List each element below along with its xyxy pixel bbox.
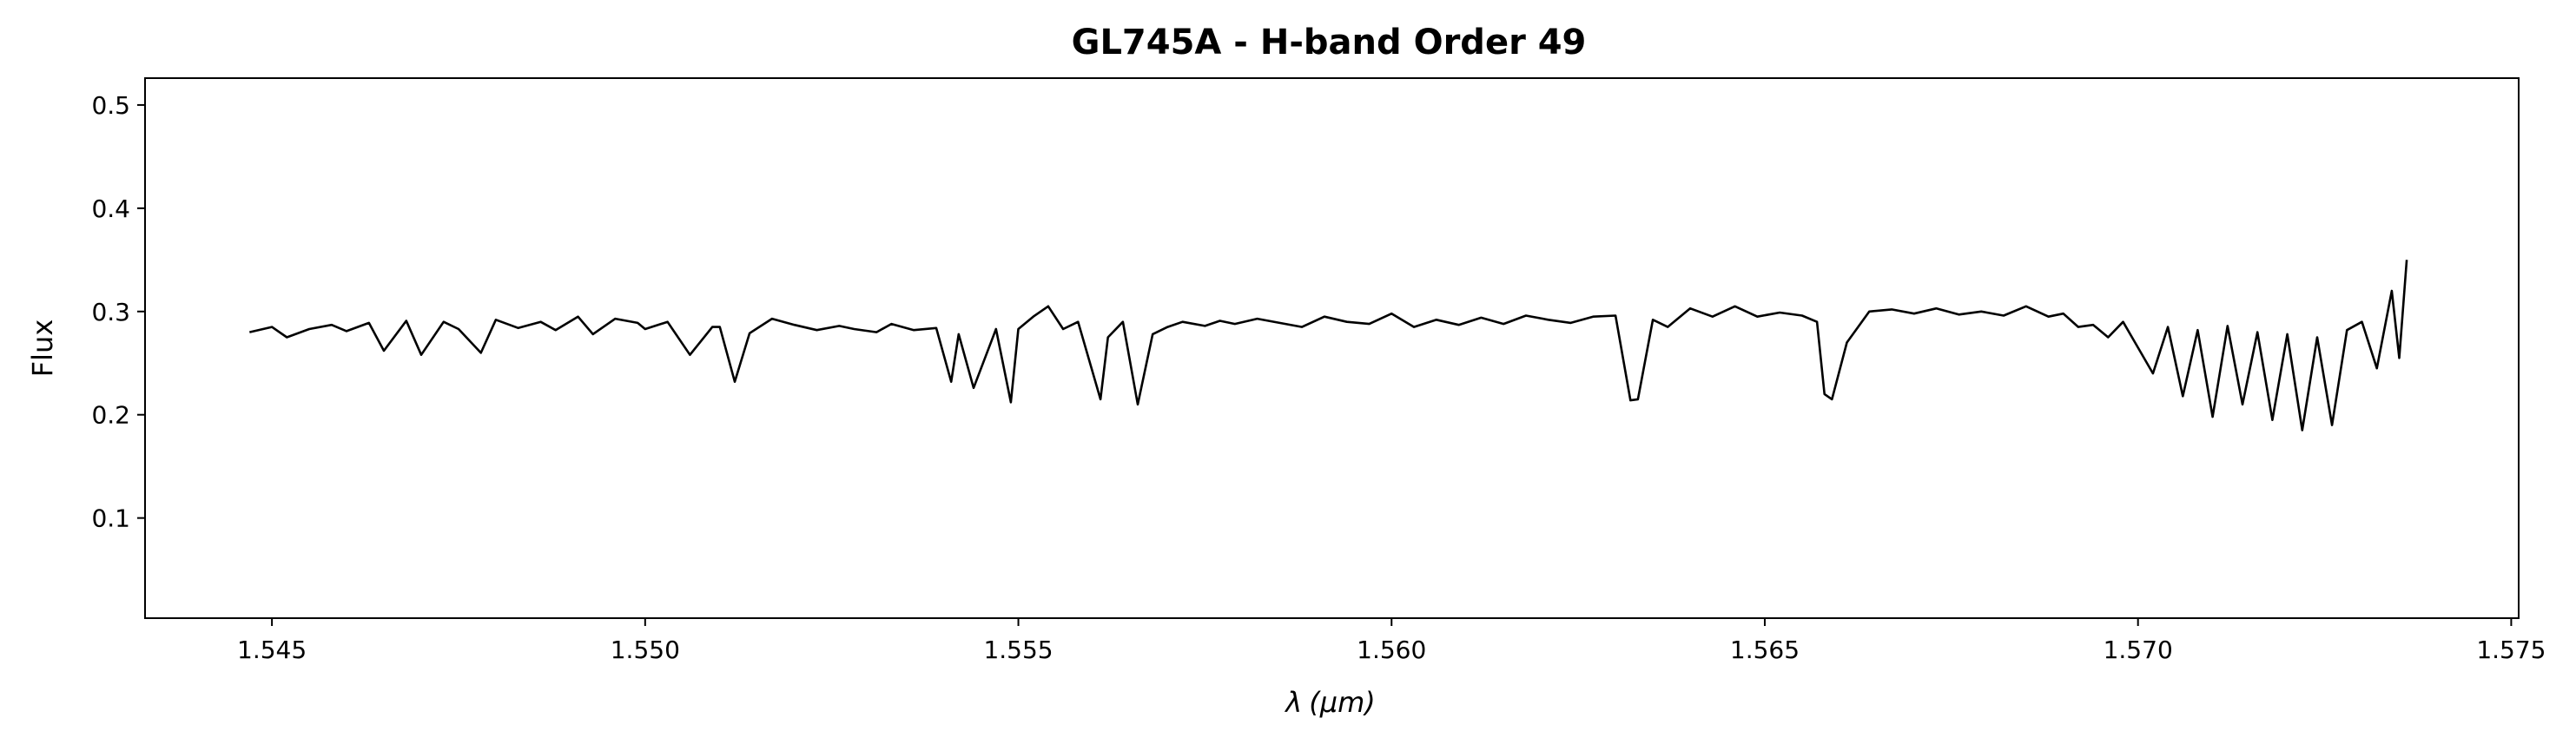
plot-area-frame [144,77,2520,619]
x-tick-label: 1.545 [237,636,307,664]
y-tick-label: 0.5 [91,91,130,120]
x-axis-label-unit: (μm) [1309,686,1376,719]
x-tick-label: 1.555 [983,636,1053,664]
y-tick-label: 0.2 [91,401,130,430]
y-tick-label: 0.4 [91,194,130,223]
x-tick-label: 1.575 [2476,636,2546,664]
x-axis-ticks: 1.545 1.550 1.555 1.560 1.565 1.570 1.575 [237,618,2546,664]
x-axis-label-symbol: λ [1284,686,1302,719]
chart-title: GL745A - H-band Order 49 [1072,23,1587,63]
y-axis-label: Flux [26,320,59,378]
x-tick-label: 1.570 [2104,636,2173,664]
x-tick-label: 1.565 [1730,636,1800,664]
x-axis-label: λ (μm) [1284,686,1375,719]
spectrum-series-line [249,260,2408,431]
x-tick-label: 1.560 [1357,636,1426,664]
y-tick-label: 0.1 [91,504,130,533]
y-tick-label: 0.3 [91,298,130,326]
y-axis-ticks: 0.1 0.2 0.3 0.4 0.5 [91,91,145,533]
x-tick-label: 1.550 [611,636,680,664]
